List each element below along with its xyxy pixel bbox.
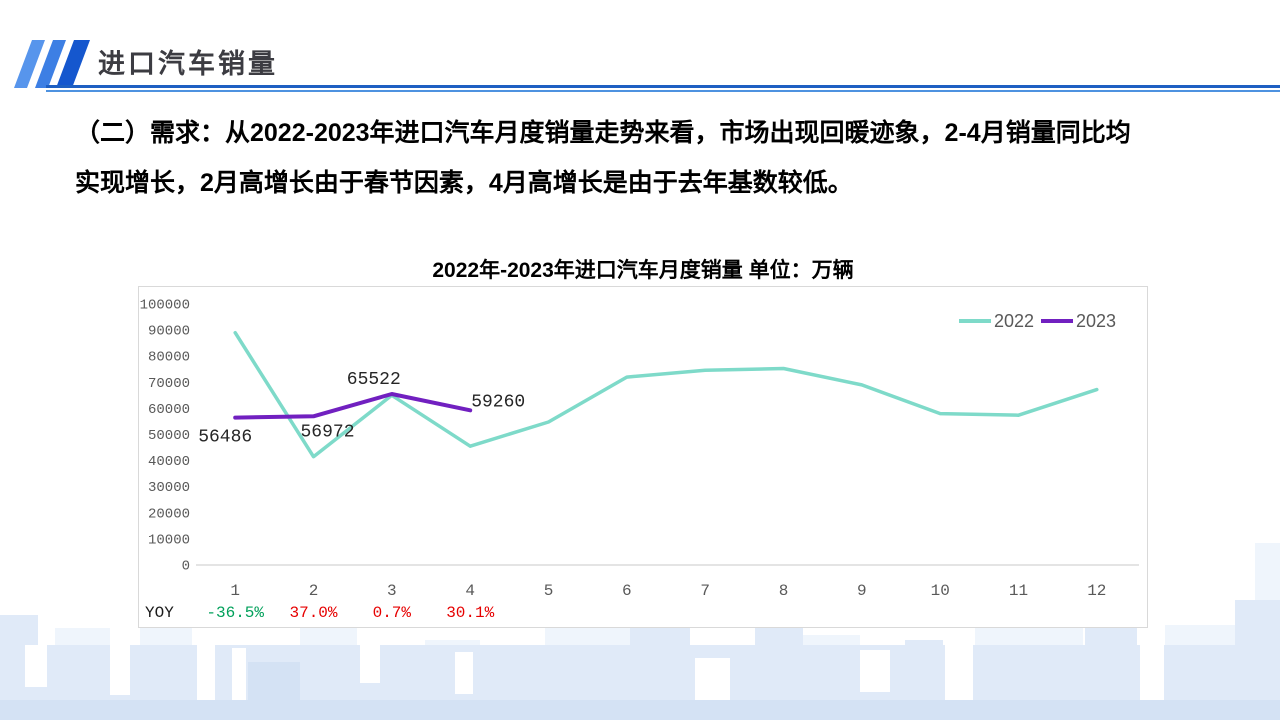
body-line-1: （二）需求：从2022-2023年进口汽车月度销量走势来看，市场出现回暖迹象，2… bbox=[75, 119, 1131, 147]
svg-text:8: 8 bbox=[779, 582, 789, 600]
body-paragraph: （二）需求：从2022-2023年进口汽车月度销量走势来看，市场出现回暖迹象，2… bbox=[75, 108, 1225, 208]
svg-text:60000: 60000 bbox=[148, 402, 190, 418]
chart-title: 2022年-2023年进口汽车月度销量 单位：万辆 bbox=[432, 259, 854, 282]
svg-text:5: 5 bbox=[544, 582, 554, 600]
svg-text:2022: 2022 bbox=[994, 311, 1034, 331]
header-divider bbox=[46, 85, 1280, 92]
svg-text:2: 2 bbox=[309, 582, 319, 600]
svg-text:10000: 10000 bbox=[148, 532, 190, 548]
svg-text:4: 4 bbox=[465, 582, 475, 600]
svg-text:65522: 65522 bbox=[347, 370, 401, 390]
svg-text:9: 9 bbox=[857, 582, 867, 600]
svg-text:3: 3 bbox=[387, 582, 397, 600]
svg-text:-36.5%: -36.5% bbox=[206, 604, 264, 622]
page-title: 进口汽车销量 bbox=[98, 49, 278, 79]
header-divider-top-line bbox=[46, 85, 1280, 88]
svg-text:59260: 59260 bbox=[471, 392, 525, 412]
svg-text:11: 11 bbox=[1009, 582, 1028, 600]
svg-text:56486: 56486 bbox=[198, 428, 252, 448]
svg-text:YOY: YOY bbox=[145, 604, 174, 622]
svg-text:6: 6 bbox=[622, 582, 632, 600]
header-divider-bottom-line bbox=[46, 90, 1280, 92]
svg-text:0.7%: 0.7% bbox=[373, 604, 412, 622]
svg-text:100000: 100000 bbox=[140, 298, 190, 314]
svg-text:56972: 56972 bbox=[300, 422, 354, 442]
svg-text:30.1%: 30.1% bbox=[446, 604, 494, 622]
svg-text:70000: 70000 bbox=[148, 376, 190, 392]
svg-text:20000: 20000 bbox=[148, 506, 190, 522]
svg-text:90000: 90000 bbox=[148, 324, 190, 340]
svg-text:1: 1 bbox=[230, 582, 240, 600]
sales-line-chart: 0 10000 20000 30000 40000 50000 60000 70000 8000… bbox=[140, 298, 1139, 622]
svg-text:2023: 2023 bbox=[1076, 311, 1116, 331]
svg-text:37.0%: 37.0% bbox=[289, 604, 337, 622]
svg-text:50000: 50000 bbox=[148, 428, 190, 444]
svg-text:0: 0 bbox=[182, 559, 190, 575]
svg-text:30000: 30000 bbox=[148, 480, 190, 496]
svg-text:10: 10 bbox=[931, 582, 950, 600]
svg-text:80000: 80000 bbox=[148, 350, 190, 366]
svg-text:12: 12 bbox=[1087, 582, 1106, 600]
svg-text:7: 7 bbox=[700, 582, 710, 600]
chart-container: 0 10000 20000 30000 40000 50000 60000 70000 8000… bbox=[138, 286, 1148, 628]
svg-text:40000: 40000 bbox=[148, 454, 190, 470]
header-slashes-icon bbox=[14, 40, 90, 88]
body-line-2: 实现增长，2月高增长由于春节因素，4月高增长是由于去年基数较低。 bbox=[75, 169, 853, 197]
